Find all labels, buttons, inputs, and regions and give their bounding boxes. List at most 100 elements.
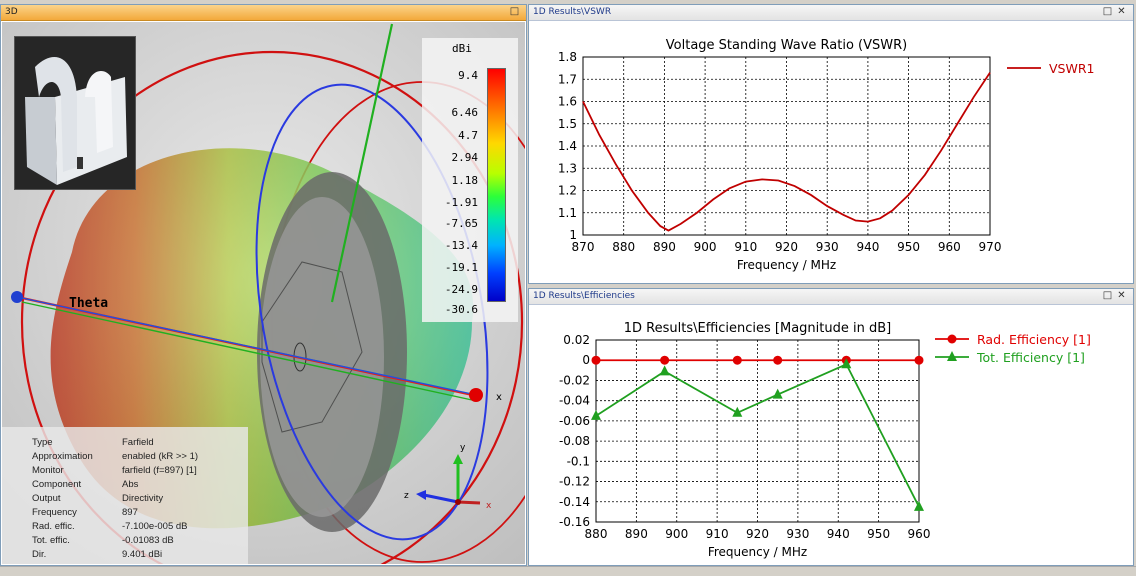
3d-viewport[interactable]: Theta x y z x xyxy=(2,22,525,564)
x-axis-title: Frequency / MHz xyxy=(708,545,807,559)
x-tick-label: 950 xyxy=(867,527,890,541)
axis-handle-red[interactable] xyxy=(469,388,483,402)
info-value: -0.01083 dB xyxy=(122,535,174,546)
info-value: -7.100e-005 dB xyxy=(122,521,188,532)
y-tick-label: 1.5 xyxy=(558,117,577,131)
maximize-icon[interactable]: □ xyxy=(1102,290,1113,301)
maximize-icon[interactable]: □ xyxy=(509,6,520,17)
y-tick-label: -0.04 xyxy=(559,394,590,408)
panel-vswr-titlebar[interactable]: 1D Results\VSWR □ ✕ xyxy=(529,5,1133,21)
data-point xyxy=(659,365,670,376)
x-tick-label: 890 xyxy=(625,527,648,541)
phi-circle xyxy=(20,50,524,564)
vswr-chart: Voltage Standing Wave Ratio (VSWR) 870 880… xyxy=(558,38,1095,272)
x-tick-label: 970 xyxy=(979,240,1002,254)
colorbar-tick-label: 6.46 xyxy=(451,106,479,119)
data-point xyxy=(772,388,783,399)
axis-handle-blue[interactable] xyxy=(11,291,23,303)
info-value: farfield (f=897) [1] xyxy=(122,465,197,476)
colorbar-legend: dBi 9.4 6.46 4.7 2.94 1.18 -1.91 -7.65 -13.4 -19… xyxy=(422,38,518,322)
x-tick-label: 950 xyxy=(897,240,920,254)
chart-title: Voltage Standing Wave Ratio (VSWR) xyxy=(666,38,907,53)
info-key: Output xyxy=(32,493,61,504)
y-tick-label: 1.6 xyxy=(558,95,577,109)
x-tick-label: 910 xyxy=(734,240,757,254)
efficiency-chart: 1D Results\Efficiencies [Magnitude in dB… xyxy=(559,321,1091,559)
x-tick-label: 890 xyxy=(653,240,676,254)
info-key: Approximation xyxy=(32,451,93,462)
y-tick-label: 1.3 xyxy=(558,161,577,175)
y-tick-label: 1 xyxy=(569,228,577,242)
data-point xyxy=(773,355,783,365)
x-tick-label: 930 xyxy=(786,527,809,541)
data-point xyxy=(841,358,852,369)
triad-x-label: x xyxy=(486,501,492,511)
data-point xyxy=(660,355,670,365)
x-tick-label: 880 xyxy=(612,240,635,254)
info-value: Farfield xyxy=(122,437,154,448)
close-icon[interactable]: ✕ xyxy=(1117,6,1126,17)
x-tick-label: 940 xyxy=(827,527,850,541)
y-axis-line xyxy=(330,23,394,303)
colorbar-tick-label: 4.7 xyxy=(458,129,478,142)
info-key: Rad. effic. xyxy=(32,521,75,532)
series-line xyxy=(582,72,991,232)
data-point xyxy=(732,406,743,417)
maximize-icon[interactable]: □ xyxy=(1102,6,1113,17)
info-value: enabled (kR >> 1) xyxy=(122,451,199,462)
x-tick-label: 940 xyxy=(856,240,879,254)
data-point xyxy=(914,500,924,511)
legend-unit: dBi xyxy=(452,42,472,55)
panel-vswr-title: 1D Results\VSWR xyxy=(533,7,612,17)
y-tick-label: -0.06 xyxy=(559,414,590,428)
panel-3d-title: 3D xyxy=(5,7,18,17)
panel-eff-titlebar[interactable]: 1D Results\Efficiencies □ ✕ xyxy=(529,289,1133,305)
x-tick-label: 880 xyxy=(585,527,608,541)
close-icon[interactable]: ✕ xyxy=(1117,290,1126,301)
info-value: 897 xyxy=(122,507,138,518)
x-tick-label: 920 xyxy=(775,240,798,254)
x-tick-label: 920 xyxy=(746,527,769,541)
theta-label: Theta xyxy=(69,296,108,311)
farfield-info-panel: Type Farfield Approximation enabled (kR >> … xyxy=(2,427,248,564)
data-point xyxy=(914,355,924,365)
colorbar-tick-label: 9.4 xyxy=(458,69,478,82)
info-key: Component xyxy=(32,479,82,490)
colorbar-tick-label: -1.91 xyxy=(444,196,478,209)
legend-label: VSWR1 xyxy=(1049,61,1094,76)
y-tick-label: 1.7 xyxy=(558,72,577,86)
panel-efficiencies: 1D Results\Efficiencies □ ✕ 1D Results\E… xyxy=(528,288,1134,566)
panel-vswr: 1D Results\VSWR □ ✕ Voltage Standing Wav… xyxy=(528,4,1134,284)
colorbar-tick-label: -24.9 xyxy=(444,283,478,296)
colorbar-tick-label: -19.1 xyxy=(444,261,478,274)
y-tick-label: 1.2 xyxy=(558,184,577,198)
colorbar-tick-label: -7.65 xyxy=(444,217,478,230)
x-axis-label: x xyxy=(496,392,502,403)
data-point xyxy=(591,355,601,365)
x-axis-title: Frequency / MHz xyxy=(737,258,836,272)
triad-z-label: z xyxy=(404,491,409,501)
colorbar-tick-label: 1.18 xyxy=(451,174,479,187)
status-strip xyxy=(0,566,1136,576)
y-tick-label: 1.1 xyxy=(558,206,577,220)
panel-3d: 3D □ xyxy=(0,4,527,566)
data-point xyxy=(732,355,742,365)
panel-3d-titlebar[interactable]: 3D □ xyxy=(1,5,526,21)
colorbar-tick-label: -30.6 xyxy=(444,303,478,316)
y-tick-label: 0.02 xyxy=(563,333,590,347)
antenna-model-thumbnail xyxy=(14,36,136,190)
legend-marker xyxy=(947,334,957,344)
legend-label: Tot. Efficiency [1] xyxy=(976,350,1085,365)
info-value: Abs xyxy=(122,479,139,490)
info-key: Dir. xyxy=(32,549,47,560)
y-tick-label: -0.16 xyxy=(559,515,590,529)
x-tick-label: 960 xyxy=(908,527,931,541)
colorbar-tick-label: -13.4 xyxy=(444,239,478,252)
info-key: Frequency xyxy=(32,507,77,518)
x-tick-label: 930 xyxy=(816,240,839,254)
x-tick-label: 960 xyxy=(938,240,961,254)
x-tick-label: 870 xyxy=(572,240,595,254)
info-value: Directivity xyxy=(122,493,164,504)
info-key: Type xyxy=(32,437,53,448)
legend-marker xyxy=(947,351,957,361)
